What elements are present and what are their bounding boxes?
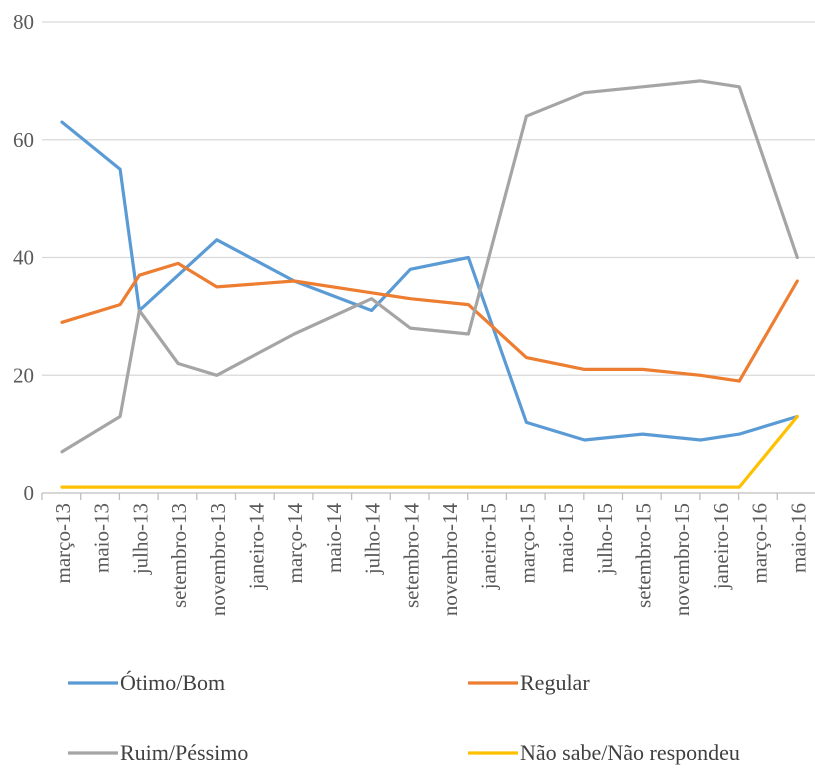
legend-label: Regular: [520, 670, 590, 695]
x-tick-label: setembro-14: [399, 503, 423, 608]
x-tick-label: maio-16: [786, 503, 810, 573]
x-tick-label: novembro-13: [206, 503, 230, 616]
legend: Ótimo/Bom Regular Ruim/Péssimo Não sabe/Não…: [68, 670, 740, 765]
x-tick-label: julho-13: [128, 503, 152, 575]
series-lines: [60, 79, 799, 489]
y-axis: 0 20 40 60 80: [13, 10, 34, 505]
x-tick-label: janeiro-16: [709, 503, 733, 590]
y-tick-label: 80: [13, 10, 34, 34]
x-tick-label: março-16: [748, 503, 772, 583]
x-tick-label: maio-13: [90, 503, 114, 573]
gridlines: [42, 21, 815, 376]
x-tick-label: julho-15: [593, 503, 617, 575]
y-tick-label: 60: [13, 128, 34, 152]
x-tick-label: novembro-15: [670, 503, 694, 616]
x-tick-label: maio-14: [322, 503, 346, 573]
x-tick-label: março-15: [515, 503, 539, 583]
y-tick-label: 0: [24, 481, 35, 505]
x-tick-label: maio-15: [554, 503, 578, 573]
x-tick-label: setembro-15: [632, 503, 656, 608]
series-line: [60, 79, 799, 454]
series-line: [60, 261, 799, 383]
x-tick-label: janeiro-14: [245, 503, 269, 591]
x-tick-label: janeiro-15: [477, 503, 501, 590]
x-tick-label: julho-14: [361, 503, 385, 576]
legend-label: Ótimo/Bom: [120, 670, 225, 695]
x-tick-label: setembro-13: [167, 503, 191, 608]
x-tick-label: março-14: [283, 503, 307, 584]
series-line: [60, 120, 799, 442]
legend-label: Não sabe/Não respondeu: [520, 740, 740, 765]
legend-label: Ruim/Péssimo: [120, 740, 248, 765]
x-tick-label: março-13: [51, 503, 75, 583]
y-tick-label: 20: [13, 363, 34, 387]
y-tick-label: 40: [13, 246, 34, 270]
x-tick-label: novembro-14: [438, 503, 462, 617]
x-axis: março-13 maio-13 julho-13 setembro-13 novemb…: [41, 492, 815, 617]
series-line: [60, 414, 799, 489]
